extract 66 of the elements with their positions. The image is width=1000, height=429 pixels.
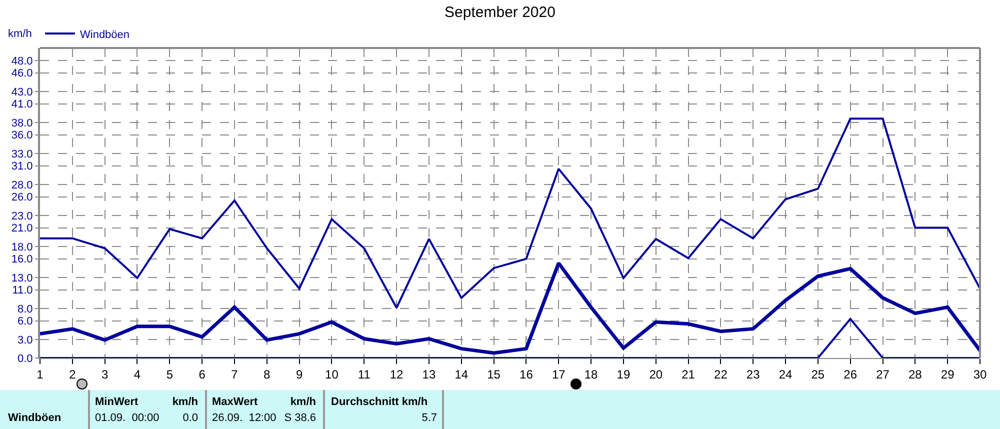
x-tick-label: 21 (682, 367, 696, 382)
text: Windböen (8, 412, 62, 424)
x-tick-label: 2 (69, 367, 76, 382)
legend-label: Windböen (80, 28, 130, 41)
text: 5.7 (422, 412, 437, 424)
x-tick-label: 19 (616, 367, 630, 382)
line-series (40, 118, 980, 309)
text: 26.09. 12:00 (212, 412, 276, 424)
y-tick-label: 43.0 (11, 86, 33, 98)
y-tick-label: 13.0 (11, 272, 33, 284)
text: 01.09. 00:00 (95, 412, 160, 424)
y-tick-label: 6.0 (18, 316, 33, 328)
x-tick-label: 6 (198, 367, 206, 382)
x-tick-label: 1 (36, 367, 44, 382)
y-tick-label: 8.0 (18, 303, 33, 316)
x-tick-label: 20 (649, 367, 663, 382)
x-tick-label: 13 (422, 367, 436, 382)
x-tick-label: 4 (134, 367, 141, 382)
text: 0.0 (182, 412, 198, 424)
x-tick-label: 15 (487, 367, 501, 382)
x-tick-label: 5 (166, 367, 174, 382)
x-tick-label: 12 (390, 367, 404, 382)
text: Durchschnitt km/h (331, 396, 428, 408)
y-tick-label: 48.0 (11, 55, 33, 68)
x-tick-label: 25 (811, 367, 825, 382)
y-tick-label: 18.0 (11, 241, 33, 254)
x-tick-label: 16 (520, 367, 534, 382)
x-tick-label: 10 (325, 367, 339, 382)
x-tick-label: 24 (778, 367, 793, 382)
x-tick-label: 29 (940, 367, 955, 382)
y-tick-label: 46.0 (11, 68, 33, 80)
x-tick-label: 27 (876, 367, 890, 382)
text: S 38.6 (284, 412, 316, 424)
line-series (40, 261, 980, 355)
y-tick-label: 28.0 (11, 179, 33, 192)
y-tick-label: 38.0 (11, 117, 33, 130)
y-axis-title: km/h (8, 28, 32, 40)
x-tick-label: 26 (844, 367, 858, 382)
x-tick-label: 22 (714, 367, 728, 382)
y-tick-label: 16.0 (11, 254, 33, 266)
y-tick-label: 26.0 (11, 192, 33, 204)
text: MinWert (95, 396, 138, 408)
x-tick-label: 8 (264, 367, 271, 382)
y-tick-label: 33.0 (11, 148, 33, 160)
y-tick-label: 21.0 (11, 222, 33, 235)
x-tick-label: 3 (101, 367, 108, 382)
x-tick-label: 23 (746, 367, 760, 382)
x-tick-label: 11 (358, 367, 371, 382)
y-tick-label: 3.0 (18, 334, 33, 346)
y-tick-label: 11.0 (12, 284, 33, 297)
x-tick-label: 7 (231, 367, 238, 382)
y-tick-label: 41.0 (11, 98, 33, 111)
x-tick-label: 9 (296, 367, 303, 382)
text: km/h (172, 396, 198, 408)
y-tick-label: 31.0 (11, 160, 33, 173)
x-tick-label: 17 (552, 367, 566, 382)
text: MaxWert (212, 396, 258, 408)
x-tick-label: 14 (454, 367, 468, 382)
y-tick-label: 0.0 (18, 352, 33, 365)
x-tick-label: 30 (973, 367, 987, 382)
y-tick-label: 36.0 (11, 130, 33, 142)
x-tick-label: 28 (908, 367, 922, 382)
text: km/h (290, 396, 316, 408)
chart-title: September 2020 (444, 4, 556, 21)
x-tick-label: 18 (584, 367, 598, 382)
y-tick-label: 23.0 (11, 210, 33, 222)
